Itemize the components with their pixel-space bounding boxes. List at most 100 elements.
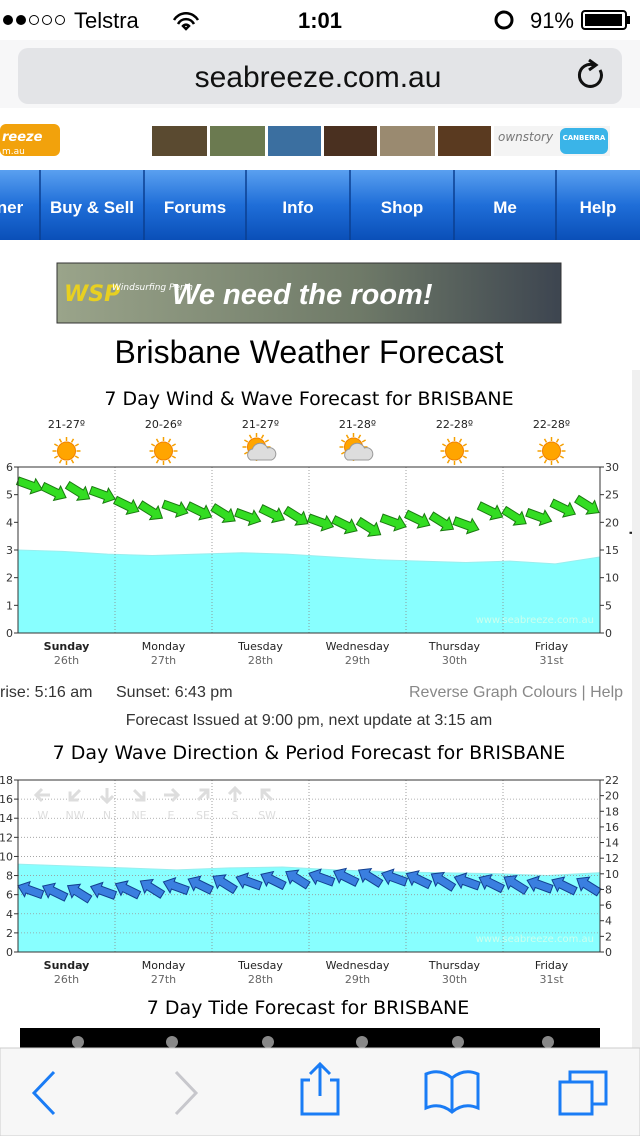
y2-tick-label: 0	[605, 946, 612, 959]
header-ad[interactable]	[152, 126, 610, 156]
sun-ray	[341, 451, 346, 455]
sunrise: rise: 5:16 am	[0, 684, 92, 701]
nav-item[interactable]: Forums	[164, 198, 226, 217]
date-label: 28th	[248, 654, 273, 667]
period-arrow	[212, 874, 238, 895]
cloud-icon	[344, 442, 374, 461]
reload-arrow	[588, 58, 599, 72]
date-label: 30th	[442, 973, 467, 986]
wind-arrow	[476, 501, 504, 521]
wind-arrow	[525, 507, 553, 527]
carrier: Telstra	[74, 8, 140, 33]
period-arrow	[235, 872, 263, 891]
wind-arrow	[64, 480, 91, 501]
y2-tick-label: 18	[605, 805, 619, 818]
sun-ray	[345, 434, 350, 439]
direction-label: SE	[196, 809, 210, 822]
wind-arrow	[137, 500, 164, 521]
logo-domain: m.au	[2, 147, 25, 157]
direction-arrow	[132, 788, 146, 802]
sun-ray	[555, 438, 560, 443]
reload-icon[interactable]	[577, 62, 603, 88]
day-label: Thursday	[428, 959, 481, 972]
period-arrow	[332, 867, 360, 887]
y-tick-label: 4	[6, 908, 13, 921]
share-button[interactable]	[300, 1061, 340, 1116]
period-arrow	[260, 870, 287, 891]
direction-arrow	[33, 787, 50, 803]
wind-arrow	[428, 511, 455, 532]
y2-tick-label: 20	[605, 790, 619, 803]
wind-arrow	[283, 505, 309, 526]
y2-tick-label: 0	[605, 627, 612, 640]
day-label: Tuesday	[237, 640, 283, 653]
sunset: Sunset: 6:43 pm	[116, 684, 233, 701]
y2-tick-label: 4	[605, 915, 612, 928]
nav-item[interactable]: Info	[282, 198, 313, 217]
wind-arrow	[185, 501, 213, 521]
tide-title: 7 Day Tide Forecast for BRISBANE	[147, 997, 470, 1019]
y2-tick-label: 25	[605, 489, 619, 502]
nav-item[interactable]: ner	[0, 198, 24, 217]
nav-item[interactable]: Me	[493, 198, 517, 217]
ad-brand-sub: Windsurfing Perth	[112, 283, 193, 293]
nav-items: ner Buy & Sell Forums Info Shop Me Help	[0, 170, 616, 240]
temp-range: 21-27º	[242, 418, 279, 431]
sun-ray	[171, 443, 176, 447]
url: seabreeze.com.au	[195, 61, 442, 94]
wind-arrow	[379, 513, 407, 532]
sun-ray	[155, 459, 160, 464]
graph-links[interactable]: Reverse Graph Colours | Help	[409, 684, 623, 701]
period-arrow	[41, 882, 69, 902]
date-label: 29th	[345, 973, 370, 986]
wind-arrow	[452, 516, 480, 535]
y-tick-label: 6	[6, 889, 13, 902]
bookmarks-button[interactable]	[424, 1070, 480, 1114]
sun-ray	[442, 443, 447, 447]
y2-tick-label: 12	[605, 852, 619, 865]
temp-range: 22-28º	[533, 418, 570, 431]
sun-ray	[244, 439, 249, 443]
sun-icon	[154, 441, 173, 461]
url-bar[interactable]	[18, 48, 622, 104]
tide-moon-strip	[20, 1028, 600, 1050]
sun-ray	[442, 455, 447, 459]
sun-ray	[260, 434, 265, 439]
y-tick-label: 2	[6, 927, 13, 940]
sun-ray	[543, 438, 548, 443]
wind-arrow	[210, 503, 236, 524]
direction-label: E	[168, 809, 175, 822]
ad-banner[interactable]	[56, 262, 562, 324]
battery-level	[585, 14, 622, 26]
sun-icon	[542, 441, 561, 461]
wind-arrow	[258, 504, 286, 524]
period-arrow	[478, 873, 505, 894]
sun-ray	[539, 443, 544, 447]
temp-range: 21-28º	[339, 418, 376, 431]
direction-arrow	[164, 787, 181, 803]
back-button[interactable]	[31, 1070, 56, 1116]
nav-item[interactable]: Help	[580, 198, 617, 217]
battery-icon	[581, 10, 627, 30]
forecast-issued: Forecast Issued at 9:00 pm, next update …	[126, 712, 492, 729]
direction-arrow	[68, 788, 82, 802]
direction-label: NE	[131, 809, 146, 822]
y2-tick-label: 8	[605, 883, 612, 896]
period-arrow	[17, 880, 45, 900]
tabs-button[interactable]	[558, 1070, 608, 1116]
y2-tick-label: 5	[605, 599, 612, 612]
ad-slogan: We need the room!	[172, 279, 433, 311]
sun-ray	[58, 438, 63, 443]
period-arrow	[139, 878, 166, 899]
sun-ray	[248, 434, 253, 439]
date-label: 29th	[345, 654, 370, 667]
sun-ray	[555, 459, 560, 464]
moon-phases	[72, 1036, 554, 1048]
wind-arrow	[331, 515, 358, 535]
nav-item[interactable]: Shop	[381, 198, 424, 217]
nav-item[interactable]: Buy & Sell	[50, 198, 134, 217]
date-label: 26th	[54, 973, 79, 986]
forward-button[interactable]	[174, 1070, 199, 1116]
y-tick-label: 3	[6, 544, 13, 557]
direction-label: W	[38, 809, 49, 822]
